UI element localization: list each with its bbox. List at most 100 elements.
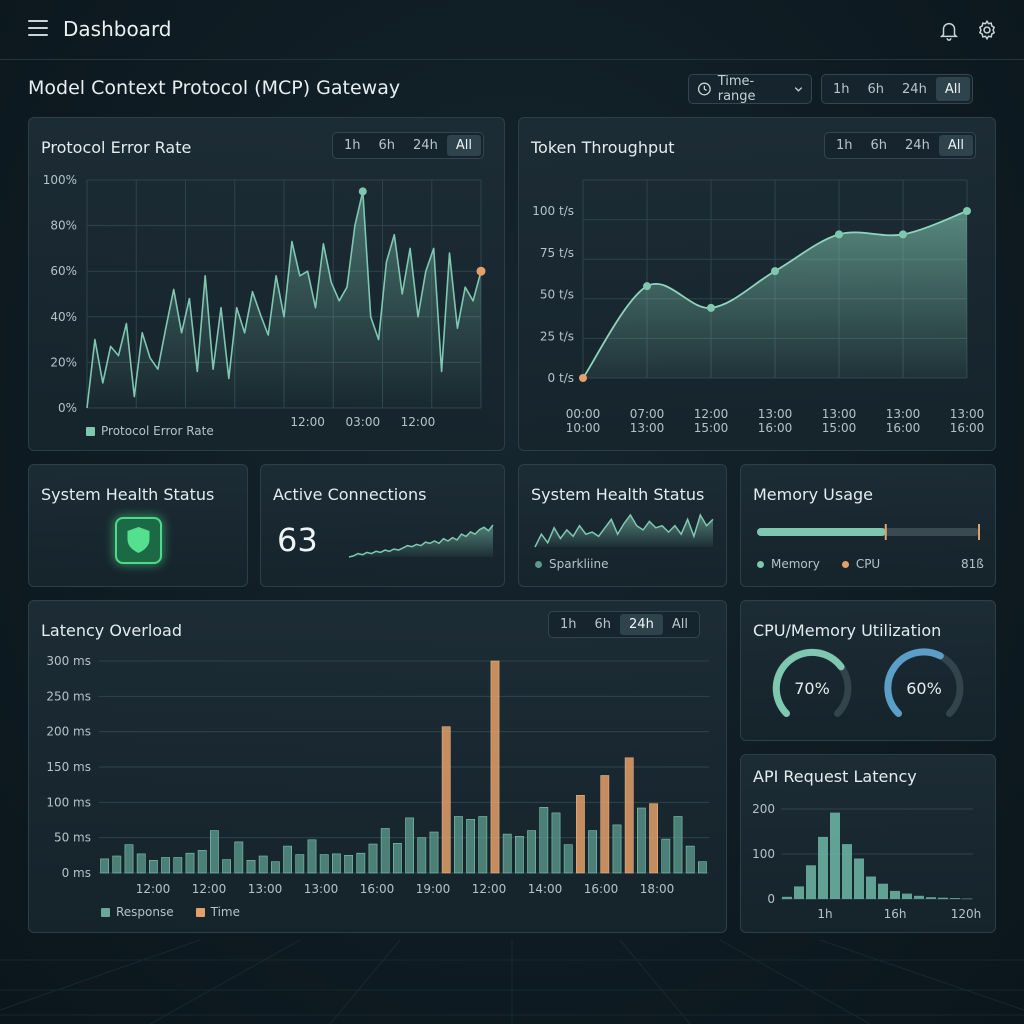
time-bar [600, 775, 610, 874]
response-bar [356, 852, 366, 874]
x-tick-label: 12:00 [192, 882, 227, 896]
chevron-down-icon [794, 87, 803, 92]
error-area [87, 191, 481, 408]
response-bar [283, 845, 292, 874]
system-health-sparkline-title: System Health Status [531, 485, 705, 504]
token-throughput-card: Token Throughput 1h 6h 24h All 100 t/s 75 t/… [518, 117, 996, 451]
y-tick-label: 20% [50, 355, 77, 369]
token-point [835, 230, 843, 239]
clock-icon [697, 82, 711, 96]
range-option-all[interactable]: All [446, 135, 481, 156]
response-bar [295, 854, 305, 874]
last-point [476, 266, 486, 276]
x-tick-label: 00:00 [566, 407, 601, 421]
token-point [579, 374, 587, 382]
response-bar [149, 859, 158, 874]
range-option-1h[interactable]: 1h [560, 617, 577, 632]
latency-bar [878, 883, 888, 899]
latency-bar [842, 844, 852, 899]
response-bar [673, 816, 683, 874]
protocol-error-range-selector: 1h 6h 24h All [332, 132, 484, 159]
response-bar [429, 831, 439, 874]
x-tick-label: 12:00 [401, 415, 436, 429]
response-legend-swatch [101, 907, 110, 917]
token-point [707, 303, 715, 312]
range-option-6h[interactable]: 6h [594, 617, 612, 632]
x-tick-label: 13:00 [248, 882, 283, 896]
active-connections-sparkline [348, 524, 494, 558]
range-option-all[interactable]: All [938, 135, 973, 156]
response-bar [527, 830, 536, 874]
range-option-all[interactable]: All [671, 617, 688, 632]
legend-swatch [86, 426, 95, 436]
x-tick-label: 16:00 [886, 421, 921, 435]
response-bar [685, 845, 695, 874]
x-tick-label: 1h [817, 907, 832, 921]
latency-bar [866, 876, 876, 899]
time-bar [649, 803, 658, 874]
token-point [899, 230, 907, 239]
range-option-24h[interactable]: 24h [620, 614, 663, 635]
response-bar [100, 858, 109, 874]
y-tick-label: 40% [50, 310, 77, 324]
hamburger-menu-icon[interactable] [28, 20, 48, 38]
response-bar [502, 833, 512, 874]
memory-legend-label: Memory [771, 557, 820, 571]
latency-bar [950, 898, 960, 899]
response-bar [246, 859, 256, 874]
response-bar [551, 812, 561, 874]
x-tick-label: 13:00 [886, 407, 921, 421]
active-connections-card: Active Connections 63 [260, 464, 505, 587]
response-bar [514, 836, 524, 874]
page-title: Model Context Protocol (MCP) Gateway [28, 77, 401, 99]
range-option-6h[interactable]: 6h [378, 138, 396, 153]
y-tick-label: 0 t/s [548, 371, 574, 385]
x-tick-label: 13:00 [822, 407, 857, 421]
x-tick-label: 12:00 [290, 415, 325, 429]
system-health-card: System Health Status [28, 464, 248, 587]
range-option-6h[interactable]: 6h [870, 138, 888, 153]
latency-overload-card: Latency Overload 1h 6h 24h All 300 ms 250 ms… [28, 600, 727, 933]
range-option-24h[interactable]: 24h [905, 138, 930, 153]
range-option-1h[interactable]: 1h [836, 138, 853, 153]
response-legend-label: Response [116, 905, 174, 919]
response-bar [612, 824, 622, 874]
response-bar [539, 807, 549, 874]
y-tick-label: 100 t/s [532, 204, 574, 218]
response-bar [222, 859, 231, 874]
range-option-all[interactable]: All [935, 77, 970, 101]
bell-icon[interactable] [938, 19, 960, 41]
connections-spark-line [348, 524, 494, 558]
response-bar [319, 854, 329, 874]
range-option-1h[interactable]: 1h [344, 138, 361, 153]
response-bar [453, 816, 463, 874]
gear-icon[interactable] [976, 19, 998, 41]
range-option-6h[interactable]: 6h [867, 81, 885, 97]
cpu-legend-dot [841, 560, 849, 568]
latency-overload-title: Latency Overload [41, 621, 183, 640]
token-point [963, 207, 971, 215]
x-tick-label: 120h [951, 907, 982, 921]
time-range-dropdown[interactable]: Time-range [688, 74, 812, 104]
memory-gauge-label: 60% [906, 679, 942, 698]
system-health-sparkline [534, 513, 714, 548]
utilization-title: CPU/Memory Utilization [753, 621, 942, 640]
cpu-legend-label: CPU [855, 557, 881, 571]
time-bar [441, 726, 451, 874]
y-tick-label: 300 ms [46, 654, 91, 668]
gauge-fill [772, 648, 845, 717]
token-point [643, 282, 651, 291]
health-spark-area [535, 515, 713, 547]
token-area [583, 211, 967, 378]
latency-overload-chart: 300 ms 250 ms 200 ms 150 ms 100 ms 50 ms 0 ms 1… [46, 654, 709, 896]
latency-range-selector: 1h 6h 24h All [548, 611, 700, 638]
response-bar [697, 861, 707, 874]
response-bar [271, 861, 280, 874]
x-tick-label: 16:00 [950, 421, 985, 435]
range-option-24h[interactable]: 24h [413, 138, 438, 153]
y-tick-label: 80% [50, 219, 77, 233]
range-option-1h[interactable]: 1h [833, 81, 850, 97]
range-option-24h[interactable]: 24h [902, 81, 927, 97]
sparkline-legend: Sparkliine [535, 557, 608, 571]
latency-bar [962, 898, 972, 900]
